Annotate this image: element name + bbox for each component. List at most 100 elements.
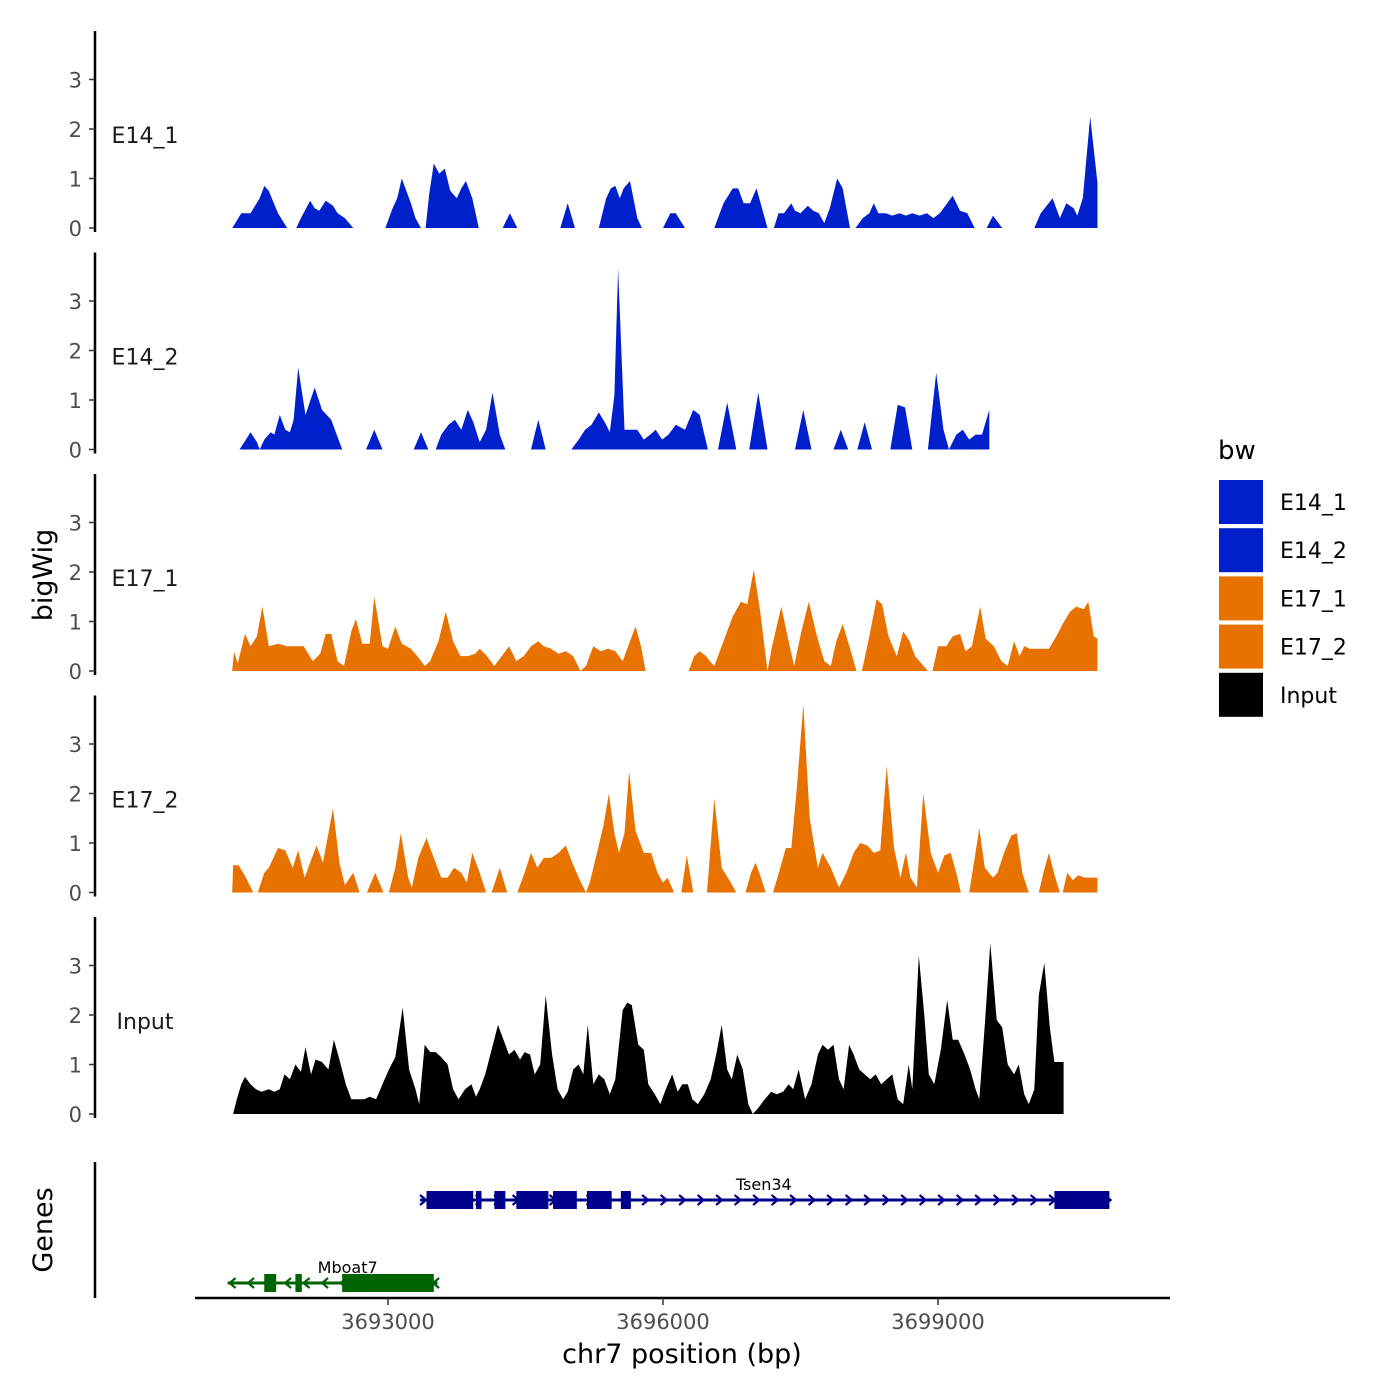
exon-block (1054, 1191, 1110, 1209)
gene-label: Mboat7 (318, 1258, 378, 1277)
strand-arrow (918, 1194, 928, 1206)
x-axis-title: chr7 position (bp) (562, 1339, 802, 1370)
strand-arrow (227, 1277, 237, 1289)
legend-swatch-Input (1219, 672, 1263, 717)
strand-arrow (992, 1194, 1002, 1206)
y-tick-label: 3 (69, 290, 82, 314)
strand-arrow (659, 1194, 669, 1206)
coverage-area-E14_1 (232, 116, 1098, 228)
y-tick-label: 2 (69, 783, 82, 807)
exon-block (553, 1191, 577, 1209)
strand-arrow (246, 1277, 255, 1289)
strand-arrow (419, 1194, 428, 1206)
y-tick-label: 0 (69, 1103, 82, 1127)
strand-arrow (974, 1194, 983, 1206)
strand-arrow (807, 1194, 817, 1206)
legend: bw E14_1 E14_2 E17_1 E17_2 Input (1218, 436, 1347, 717)
y-tick-label: 0 (69, 660, 82, 684)
y-tick-label: 3 (69, 733, 82, 757)
strand-arrow (826, 1194, 835, 1206)
strand-arrow (770, 1194, 780, 1206)
legend-swatch-E14_2 (1219, 528, 1263, 573)
strand-arrow (301, 1277, 311, 1289)
coverage-tracks: 0 1 2 3 E14_1 0 1 2 3 E14_2 0 1 2 3 E17_1 0 1 2 3 E17_2 0 1 2 3… (69, 31, 1098, 1127)
strand-arrow (678, 1194, 687, 1206)
exon-block (586, 1191, 612, 1209)
strand-arrow (715, 1194, 724, 1206)
legend-swatch-E17_2 (1219, 624, 1263, 669)
strand-arrow (733, 1194, 743, 1206)
exon-block (476, 1191, 482, 1209)
x-tick-label: 3696000 (616, 1310, 710, 1334)
exon-block (516, 1191, 549, 1209)
exon-block (342, 1274, 434, 1292)
legend-swatch-E14_1 (1219, 480, 1263, 524)
y-tick-label: 0 (69, 439, 82, 463)
legend-label: E14_1 (1280, 491, 1347, 516)
track-label: E14_2 (112, 346, 179, 371)
legend-title: bw (1218, 436, 1256, 466)
legend-label: E17_1 (1280, 587, 1347, 612)
strand-arrow (696, 1194, 706, 1206)
y-tick-label: 1 (69, 168, 82, 192)
genes-panel: Tsen34 Mboat7 (93, 1162, 1113, 1298)
x-axis: 3693000 3696000 3699000 (195, 1296, 1170, 1334)
track-label: E17_2 (112, 789, 179, 814)
track-label: Input (117, 1010, 174, 1035)
coverage-area-E17_2 (232, 704, 1098, 893)
exon-block (494, 1191, 506, 1209)
y-tick-label: 1 (69, 389, 82, 413)
y-tick-label: 1 (69, 832, 82, 856)
strand-arrow (900, 1194, 909, 1206)
strand-arrow (752, 1194, 761, 1206)
track-E17_1: 0 1 2 3 E17_1 (69, 474, 1098, 684)
track-E17_2: 0 1 2 3 E17_2 (69, 695, 1098, 906)
gene-Mboat7: Mboat7 (227, 1258, 440, 1292)
strand-arrow (1011, 1194, 1020, 1206)
y-tick-label: 2 (69, 340, 82, 364)
track-E14_2: 0 1 2 3 E14_2 (69, 252, 990, 463)
strand-arrow (641, 1194, 650, 1206)
exon-block (264, 1274, 277, 1292)
gene-Tsen34: Tsen34 (419, 1175, 1113, 1209)
strand-arrow (881, 1194, 891, 1206)
track-Input: 0 1 2 3 Input (69, 917, 1064, 1127)
x-tick-label: 3693000 (341, 1310, 435, 1334)
strand-arrow (1029, 1194, 1039, 1206)
y-tick-label: 0 (69, 217, 82, 241)
track-label: E14_1 (112, 124, 179, 149)
coverage-area-E17_1 (232, 569, 1098, 671)
strand-arrow (863, 1194, 872, 1206)
strand-arrow (955, 1194, 965, 1206)
exon-block (426, 1191, 474, 1209)
y-tick-label: 2 (69, 561, 82, 585)
legend-label: E14_2 (1280, 539, 1347, 564)
track-E14_1: 0 1 2 3 E14_1 (69, 31, 1098, 241)
genes-axis-title: Genes (28, 1187, 59, 1272)
track-label: E17_1 (112, 567, 179, 592)
y-tick-label: 3 (69, 69, 82, 93)
y-tick-label: 2 (69, 1004, 82, 1028)
strand-arrow (283, 1277, 292, 1289)
y-tick-label: 1 (69, 1054, 82, 1078)
legend-swatch-E17_1 (1219, 576, 1263, 621)
strand-arrow (844, 1194, 854, 1206)
coverage-area-E14_2 (239, 268, 990, 450)
y-tick-label: 3 (69, 955, 82, 979)
y-tick-label: 1 (69, 611, 82, 635)
exon-block (620, 1191, 631, 1209)
strand-arrow (937, 1194, 946, 1206)
strand-arrow (320, 1277, 329, 1289)
legend-label: E17_2 (1280, 636, 1347, 661)
strand-arrow (789, 1194, 798, 1206)
y-tick-label: 0 (69, 882, 82, 906)
y-tick-label: 2 (69, 118, 82, 142)
x-tick-label: 3699000 (891, 1310, 985, 1334)
y-axis-title: bigWig (28, 529, 59, 622)
gene-label: Tsen34 (735, 1175, 792, 1194)
y-tick-label: 3 (69, 512, 82, 536)
coverage-area-Input (233, 943, 1064, 1114)
exon-block (295, 1274, 302, 1292)
legend-label: Input (1280, 684, 1337, 709)
